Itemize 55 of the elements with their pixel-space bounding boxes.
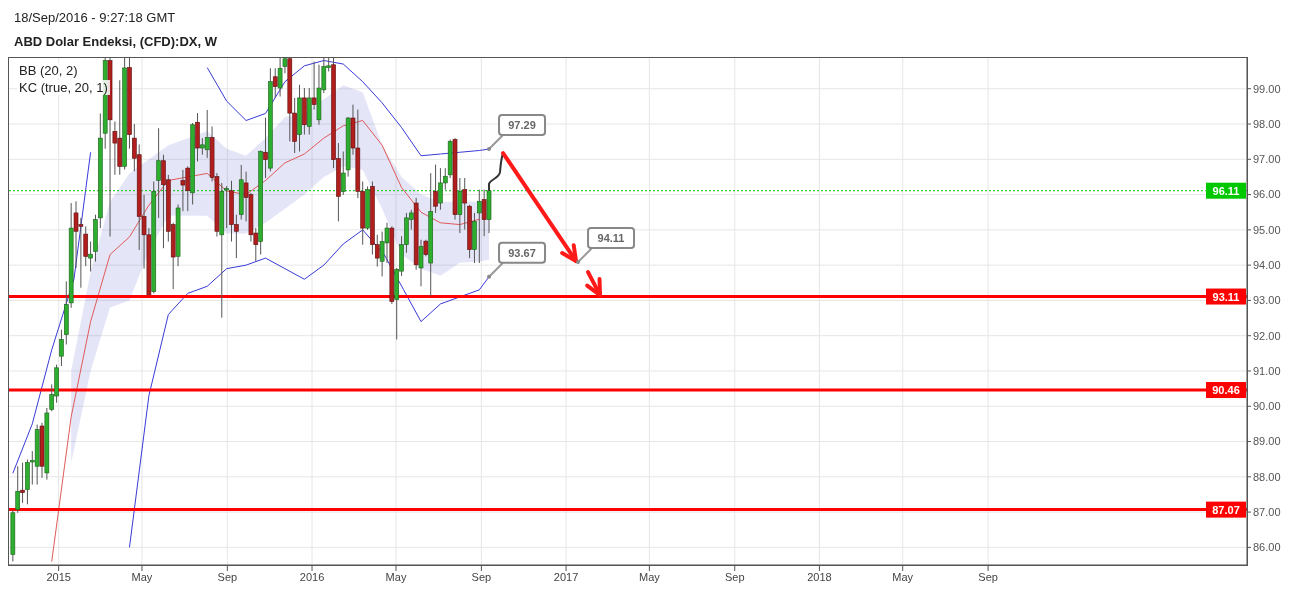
ref-line-label: 93.11 [1212,290,1240,303]
x-tick-label: 2017 [553,570,579,583]
x-tick-label: May [638,570,661,583]
y-tick-label: 88.00 [1253,470,1281,483]
candlestick [88,241,93,272]
line-series [128,229,490,548]
x-tick-label: Sep [471,570,492,583]
callout: 97.29 [487,114,546,152]
candlestick [156,127,161,219]
chart-title: ABD Dolar Endeksi, (CFD):DX, W [14,34,217,49]
x-tick-label: May [385,570,407,583]
y-tick-label: 96.00 [1253,188,1281,201]
candlestick [477,189,482,264]
x-tick-label: Sep [978,570,998,583]
ref-line-label: 87.07 [1212,503,1240,516]
candlestick [457,177,463,234]
y-tick-label: 94.00 [1253,259,1281,272]
chart-subtitle: 18/Sep/2016 - 9:27:18 GMT [14,10,176,25]
candlestick [20,462,25,504]
annotation: 93.67 [508,246,536,259]
candlestick [277,56,283,98]
y-tick-label: 87.00 [1253,505,1281,518]
y-tick-label: 86.00 [1253,541,1281,554]
candlestick [433,164,438,214]
x-tick-label: 2018 [807,570,832,583]
callout: 93.67 [487,241,546,279]
candlestick [263,117,268,179]
ref-line-label: 90.46 [1212,384,1240,397]
candlestick [311,61,317,111]
candlestick [462,177,468,231]
candlestick [180,169,186,212]
callout: 94.11 [576,227,635,265]
x-tick-label: 2016 [299,570,325,583]
x-tick-label: Sep [217,570,238,583]
candlestick [59,329,64,367]
x-tick-label: Sep [724,570,745,583]
y-tick-label: 91.00 [1253,364,1281,377]
candlestick [272,67,278,99]
y-tick-label: 90.00 [1253,400,1281,413]
ref-line-label: 96.11 [1212,184,1240,197]
annotation: 94.11 [597,232,625,245]
y-tick-label: 95.00 [1253,223,1281,236]
x-tick-label: May [892,570,914,583]
annotation: 97.29 [508,119,536,132]
annotation: KC (true, 20, 1) [17,80,110,95]
x-tick-label: May [131,570,153,583]
candlestick [224,185,229,229]
y-tick-label: 97.00 [1253,153,1281,166]
annotation: BB (20, 2) [17,63,80,78]
y-tick-label: 99.00 [1253,82,1281,95]
x-tick-label: 2015 [46,570,71,583]
y-tick-label: 93.00 [1253,294,1281,307]
y-tick-label: 89.00 [1253,435,1281,448]
y-tick-label: 98.00 [1253,117,1281,130]
y-tick-label: 92.00 [1253,329,1281,342]
